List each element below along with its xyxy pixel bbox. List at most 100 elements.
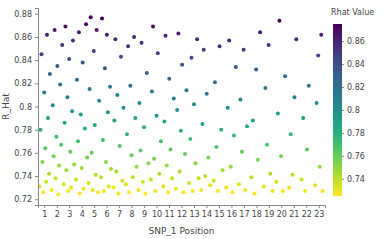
point — [305, 147, 309, 151]
point — [80, 166, 84, 170]
point — [74, 178, 78, 182]
x-tick-label: 16 — [227, 210, 237, 219]
point — [63, 25, 67, 29]
point — [116, 191, 120, 195]
y-tick-label: 0.86 — [14, 33, 32, 42]
point — [41, 190, 45, 194]
point — [227, 38, 231, 42]
colorbar-tick-mark — [342, 64, 344, 65]
point — [85, 155, 89, 159]
x-tick-mark — [169, 205, 170, 208]
point — [281, 189, 285, 193]
point — [118, 144, 122, 148]
y-tick-label: 0.8 — [19, 103, 32, 112]
x-tick: 23 — [314, 205, 324, 219]
colorbar-tick: 0.86 — [342, 37, 365, 46]
point — [203, 174, 207, 178]
point — [133, 116, 137, 120]
x-tick-mark — [144, 205, 145, 208]
point — [262, 184, 266, 188]
point — [70, 109, 74, 113]
y-axis-title: R_Hat — [1, 93, 11, 120]
x-tick-label: 12 — [177, 210, 187, 219]
point — [165, 164, 169, 168]
point — [109, 167, 113, 171]
point — [82, 187, 86, 191]
point — [156, 51, 160, 55]
point — [212, 179, 216, 183]
point — [178, 169, 182, 173]
point — [112, 118, 116, 122]
point — [318, 165, 322, 169]
point — [170, 176, 174, 180]
point — [52, 154, 56, 158]
colorbar-axis-line — [343, 25, 345, 197]
colorbar-tick: 0.76 — [342, 152, 365, 161]
colorbar-tick-mark — [342, 179, 344, 180]
x-tick-mark — [157, 205, 158, 208]
point — [106, 110, 110, 114]
point — [140, 41, 144, 45]
y-tick-mark — [35, 176, 38, 177]
point — [108, 85, 112, 89]
point — [180, 63, 184, 67]
point — [149, 178, 153, 182]
point — [132, 35, 136, 39]
point — [142, 125, 146, 129]
point — [69, 186, 73, 190]
point — [150, 89, 154, 93]
x-tick: 16 — [227, 205, 237, 219]
x-axis: 1234567891011121314151617181920212223 — [39, 205, 326, 219]
x-tick-label: 6 — [105, 210, 110, 219]
point — [143, 191, 147, 195]
x-tick-mark — [281, 205, 282, 208]
x-tick-label: 4 — [80, 210, 85, 219]
colorbar-tick: 0.74 — [342, 175, 365, 184]
x-tick-mark — [69, 205, 70, 208]
point — [62, 182, 66, 186]
colorbar-tick: 0.84 — [342, 60, 365, 69]
point — [66, 189, 70, 193]
y-tick-mark — [35, 199, 38, 200]
y-tick: 0.82 — [14, 79, 38, 88]
point — [54, 135, 58, 139]
point — [136, 188, 140, 192]
point — [206, 155, 210, 159]
point — [93, 123, 97, 127]
x-tick: 14 — [202, 205, 212, 219]
point — [221, 168, 225, 172]
point — [169, 147, 173, 151]
point — [258, 30, 262, 34]
point — [200, 122, 204, 126]
point — [238, 98, 242, 102]
y-tick-mark — [35, 60, 38, 61]
point — [164, 34, 168, 38]
point — [243, 188, 247, 192]
point — [94, 173, 98, 177]
point — [124, 182, 128, 186]
point — [213, 80, 217, 84]
point — [135, 165, 139, 169]
point — [83, 127, 87, 131]
x-tick-mark — [256, 205, 257, 208]
point — [167, 77, 171, 81]
point — [202, 48, 206, 52]
point — [254, 67, 258, 71]
x-tick-mark — [244, 205, 245, 208]
point — [161, 184, 165, 188]
point — [316, 54, 320, 58]
y-tick: 0.86 — [14, 33, 38, 42]
point — [199, 188, 203, 192]
point — [184, 88, 188, 92]
point — [315, 101, 319, 105]
point — [218, 44, 222, 48]
x-tick: 18 — [252, 205, 262, 219]
y-tick: 0.84 — [14, 56, 38, 65]
point — [90, 151, 94, 155]
point — [265, 143, 269, 147]
point — [188, 137, 192, 141]
point — [92, 49, 96, 53]
point — [277, 19, 281, 23]
point — [319, 33, 323, 37]
point — [95, 28, 99, 32]
